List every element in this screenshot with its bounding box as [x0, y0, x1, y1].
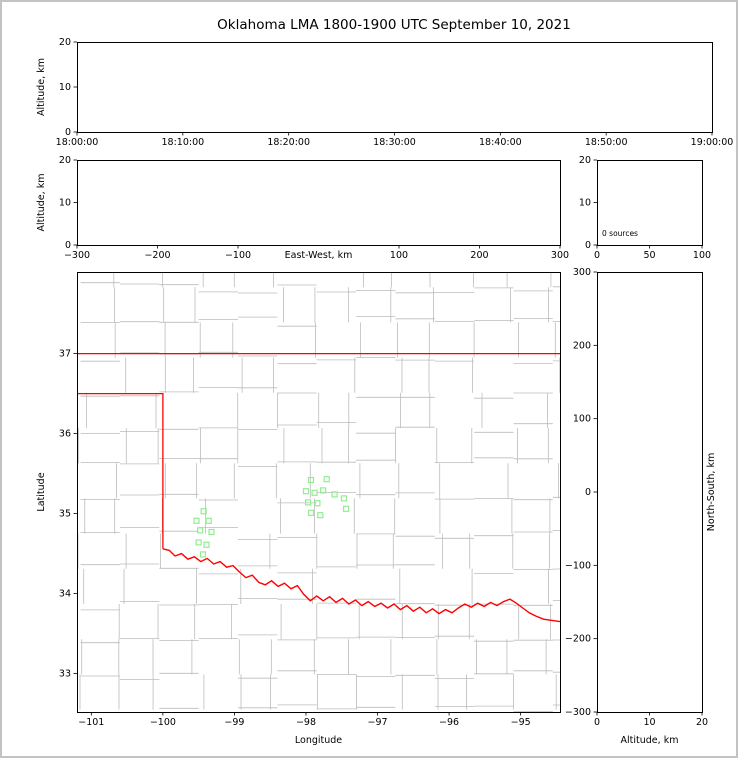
- y-tick-label: 37: [59, 349, 71, 360]
- y-tick-label: −300: [565, 707, 591, 718]
- lma-station-marker: [205, 517, 212, 524]
- y-tick-label: 100: [573, 414, 591, 425]
- time-tick-label: 18:30:00: [373, 137, 416, 148]
- y-tick-label: 36: [59, 429, 71, 440]
- y-tick-label: 0: [65, 240, 71, 251]
- lma-station-marker: [305, 499, 312, 506]
- x-tick-label: −100: [225, 250, 251, 261]
- panel-frame: [597, 160, 703, 246]
- state-border-west: [77, 392, 164, 549]
- lma-station-marker: [196, 527, 204, 534]
- lma-station-marker: [317, 512, 324, 519]
- panel-frame: [77, 160, 561, 246]
- plan-view-map-panel: −101 −100 −99 −98 −97 −96 −95 33 34 35 36 37 Longitu…: [36, 272, 561, 746]
- lma-station-marker: [323, 476, 330, 483]
- time-tick-label: 18:10:00: [161, 137, 204, 148]
- x-tick-label: −95: [511, 717, 531, 728]
- y-axis-label: Altitude, km: [36, 58, 47, 116]
- y-tick-label: −100: [565, 560, 591, 571]
- time-tick-label: 18:20:00: [267, 137, 310, 148]
- x-tick-label: 300: [551, 250, 569, 261]
- lma-station-marker: [331, 491, 338, 498]
- y-tick-label: 0: [65, 127, 71, 138]
- lma-station-marker: [208, 528, 215, 536]
- lma-station-marker: [193, 517, 200, 524]
- source-count-annotation: 0 sources: [602, 229, 638, 238]
- lma-station-marker: [302, 488, 310, 495]
- x-tick-label: 200: [470, 250, 488, 261]
- x-tick-label: 10: [643, 717, 655, 728]
- y-tick-label: 0: [585, 240, 591, 251]
- lma-station-marker: [311, 489, 318, 496]
- ew-height-panel: −300 −200 −100 100 200 300 0 10 20 East-West, km A…: [36, 155, 569, 261]
- y-tick-label: 10: [59, 82, 71, 93]
- figure-title: Oklahoma LMA 1800-1900 UTC September 10,…: [217, 17, 571, 33]
- lma-station-marker: [307, 509, 315, 516]
- y-axis-label: Latitude: [36, 472, 47, 511]
- lma-station-marker: [342, 505, 350, 512]
- x-axis-label: East-West, km: [285, 250, 353, 261]
- x-tick-label: −99: [224, 717, 244, 728]
- y-tick-label: 33: [59, 669, 71, 680]
- x-axis-label: Altitude, km: [621, 735, 679, 746]
- y-tick-label: 35: [59, 509, 71, 520]
- y-tick-label: 10: [59, 198, 71, 209]
- panel-frame: [597, 272, 703, 713]
- lma-station-marker: [340, 495, 348, 502]
- x-tick-label: −98: [296, 717, 316, 728]
- y-tick-label: −200: [565, 634, 591, 645]
- time-tick-label: 18:50:00: [585, 137, 628, 148]
- x-tick-label: 0: [594, 250, 600, 261]
- y-tick-label: 0: [585, 487, 591, 498]
- lma-station-marker: [320, 487, 327, 494]
- y-tick-label: 20: [59, 37, 71, 48]
- time-tick-label: 18:00:00: [56, 137, 99, 148]
- x-tick-label: −101: [78, 717, 104, 728]
- x-tick-label: 20: [696, 717, 708, 728]
- x-tick-label: 100: [390, 250, 408, 261]
- panel-frame: [77, 272, 561, 713]
- y-tick-label: 10: [579, 198, 591, 209]
- time-tick-label: 18:40:00: [479, 137, 522, 148]
- y-axis-label: Altitude, km: [36, 174, 47, 232]
- time-height-panel: 18:00:00 18:10:00 18:20:00 18:30:00 18:40:00…: [36, 37, 733, 148]
- lma-station-marker: [200, 508, 207, 515]
- y-tick-label: 20: [59, 155, 71, 166]
- time-tick-label: 19:00:00: [691, 137, 734, 148]
- x-tick-label: −97: [368, 717, 388, 728]
- x-tick-label: 100: [693, 250, 711, 261]
- y-tick-label: 34: [59, 589, 71, 600]
- x-tick-label: −96: [439, 717, 459, 728]
- county-boundaries: [77, 272, 560, 712]
- x-tick-label: 0: [594, 717, 600, 728]
- lma-station-marker: [195, 539, 202, 546]
- y-tick-label: 300: [573, 267, 591, 278]
- x-tick-label: 50: [643, 250, 655, 261]
- lma-station-marker: [199, 551, 207, 558]
- lma-station-marker: [203, 541, 210, 548]
- x-tick-label: −200: [144, 250, 170, 261]
- ns-height-panel: 0 10 20 300 200 100 0 −100 −200 −300 Altitude, km N…: [565, 267, 717, 746]
- y-tick-label: 20: [579, 155, 591, 166]
- altitude-histogram-panel: 0 50 100 0 10 20 0 sources: [579, 155, 711, 261]
- lma-station-marker: [314, 500, 321, 507]
- x-axis-label: Longitude: [295, 735, 342, 746]
- y-axis-label-right: North-South, km: [706, 453, 717, 531]
- state-border-red-river: [162, 548, 560, 623]
- x-tick-label: −300: [64, 250, 90, 261]
- lma-station-marker: [307, 476, 315, 484]
- map-content: [77, 272, 560, 712]
- panel-frame: [77, 42, 713, 133]
- x-tick-label: −100: [150, 717, 176, 728]
- y-tick-label: 200: [573, 340, 591, 351]
